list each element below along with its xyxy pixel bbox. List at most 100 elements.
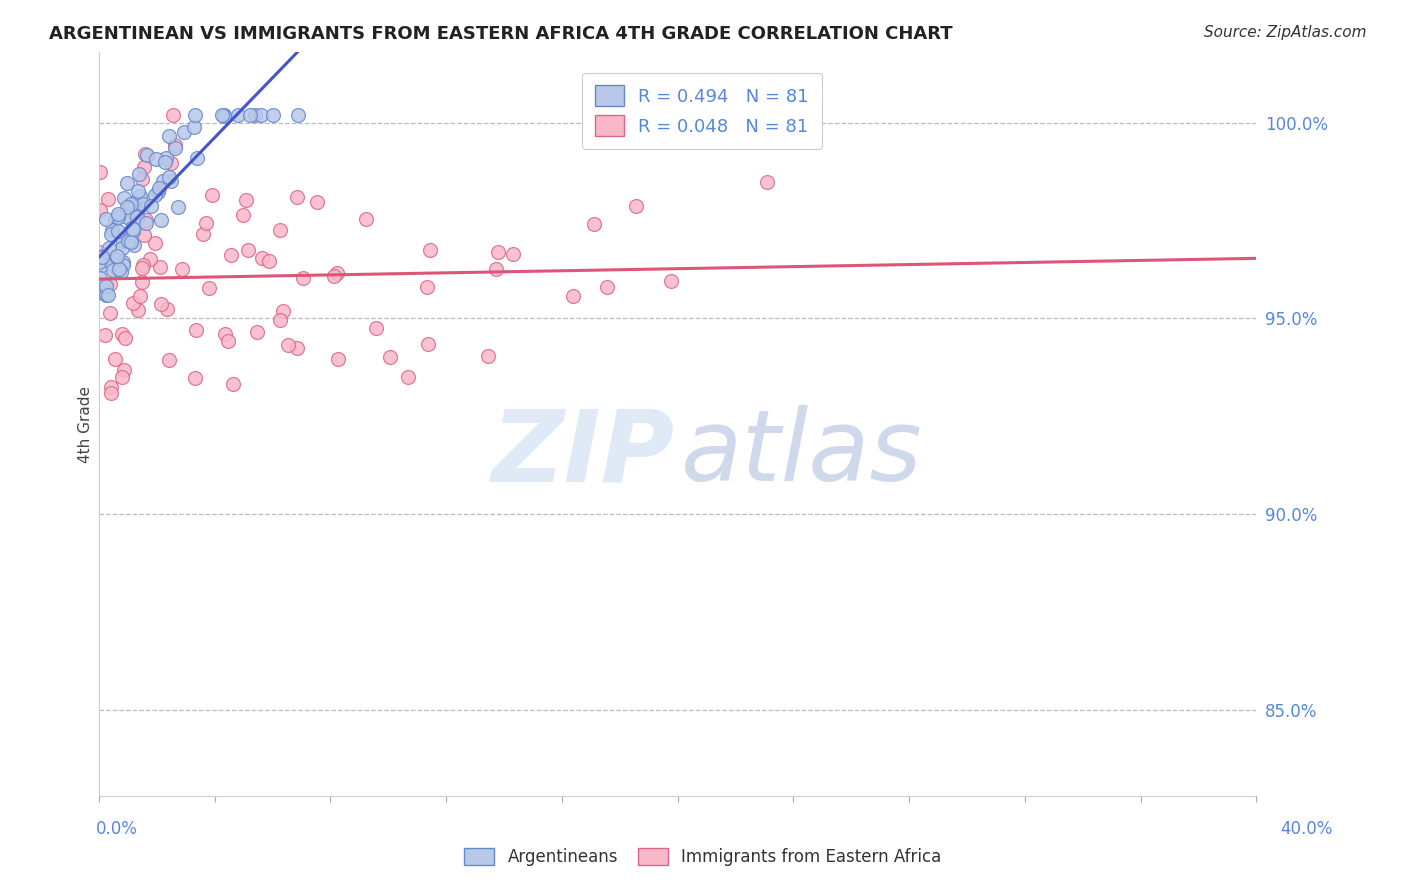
Point — [165, 141, 187, 155]
Point — [101, 222, 124, 236]
Point — [128, 289, 150, 303]
Point — [160, 174, 183, 188]
Point — [149, 213, 172, 227]
Point — [89, 164, 111, 178]
Point — [354, 212, 377, 227]
Point — [198, 280, 221, 294]
Point — [398, 369, 420, 384]
Point — [364, 321, 387, 335]
Point — [94, 211, 117, 226]
Point — [132, 258, 155, 272]
Point — [120, 197, 142, 211]
Point — [131, 172, 153, 186]
Point — [100, 385, 122, 400]
Point — [124, 195, 146, 210]
Point — [108, 262, 131, 277]
Point — [120, 234, 142, 248]
Point — [380, 350, 402, 364]
Point — [477, 349, 499, 363]
Point — [232, 208, 254, 222]
Point — [212, 109, 235, 123]
Point — [269, 223, 291, 237]
Point — [285, 341, 308, 355]
Point — [153, 155, 176, 169]
Point — [755, 175, 778, 189]
Point — [201, 188, 224, 202]
Point — [118, 202, 141, 216]
Point — [184, 371, 207, 385]
Point — [87, 244, 110, 259]
Point — [561, 289, 583, 303]
Point — [121, 205, 143, 219]
Point — [170, 261, 193, 276]
Point — [173, 125, 195, 139]
Point — [269, 313, 291, 327]
Legend: R = 0.494   N = 81, R = 0.048   N = 81: R = 0.494 N = 81, R = 0.048 N = 81 — [582, 72, 821, 149]
Point — [150, 297, 173, 311]
Point — [143, 235, 166, 250]
Point — [134, 146, 156, 161]
Point — [152, 174, 174, 188]
Text: Source: ZipAtlas.com: Source: ZipAtlas.com — [1204, 25, 1367, 40]
Point — [214, 327, 236, 342]
Point — [100, 227, 122, 242]
Point — [120, 211, 142, 226]
Point — [250, 251, 273, 265]
Point — [111, 369, 134, 384]
Point — [101, 263, 124, 277]
Point — [120, 235, 142, 249]
Legend: Argentineans, Immigrants from Eastern Africa: Argentineans, Immigrants from Eastern Af… — [457, 841, 949, 873]
Point — [217, 334, 239, 349]
Point — [90, 250, 112, 264]
Point — [143, 187, 166, 202]
Point — [122, 238, 145, 252]
Point — [114, 330, 136, 344]
Text: ARGENTINEAN VS IMMIGRANTS FROM EASTERN AFRICA 4TH GRADE CORRELATION CHART: ARGENTINEAN VS IMMIGRANTS FROM EASTERN A… — [49, 25, 953, 43]
Point — [157, 128, 180, 143]
Point — [97, 192, 120, 206]
Point — [117, 234, 139, 248]
Point — [110, 265, 132, 279]
Point — [291, 271, 314, 285]
Point — [287, 108, 309, 122]
Point — [624, 199, 647, 213]
Point — [107, 207, 129, 221]
Point — [98, 241, 121, 255]
Point — [485, 262, 508, 277]
Point — [149, 260, 172, 274]
Point — [226, 108, 249, 122]
Point — [112, 191, 135, 205]
Point — [117, 200, 139, 214]
Point — [271, 304, 294, 318]
Point — [418, 243, 440, 257]
Point — [121, 296, 143, 310]
Point — [135, 216, 157, 230]
Point — [107, 224, 129, 238]
Point — [415, 280, 437, 294]
Point — [104, 213, 127, 227]
Point — [246, 325, 269, 339]
Point — [100, 379, 122, 393]
Point — [91, 285, 114, 300]
Point — [110, 241, 132, 255]
Point — [156, 301, 179, 316]
Point — [127, 210, 149, 224]
Point — [328, 351, 350, 366]
Point — [89, 270, 111, 285]
Point — [141, 199, 163, 213]
Point — [239, 108, 262, 122]
Point — [243, 108, 266, 122]
Point — [502, 246, 524, 260]
Point — [583, 217, 606, 231]
Point — [325, 266, 347, 280]
Point — [184, 108, 207, 122]
Point — [257, 253, 280, 268]
Point — [219, 248, 242, 262]
Point — [105, 261, 128, 276]
Point — [121, 223, 143, 237]
Point — [186, 151, 208, 165]
Point — [104, 249, 127, 263]
Point — [418, 337, 440, 351]
Point — [163, 138, 186, 153]
Point — [307, 195, 329, 210]
